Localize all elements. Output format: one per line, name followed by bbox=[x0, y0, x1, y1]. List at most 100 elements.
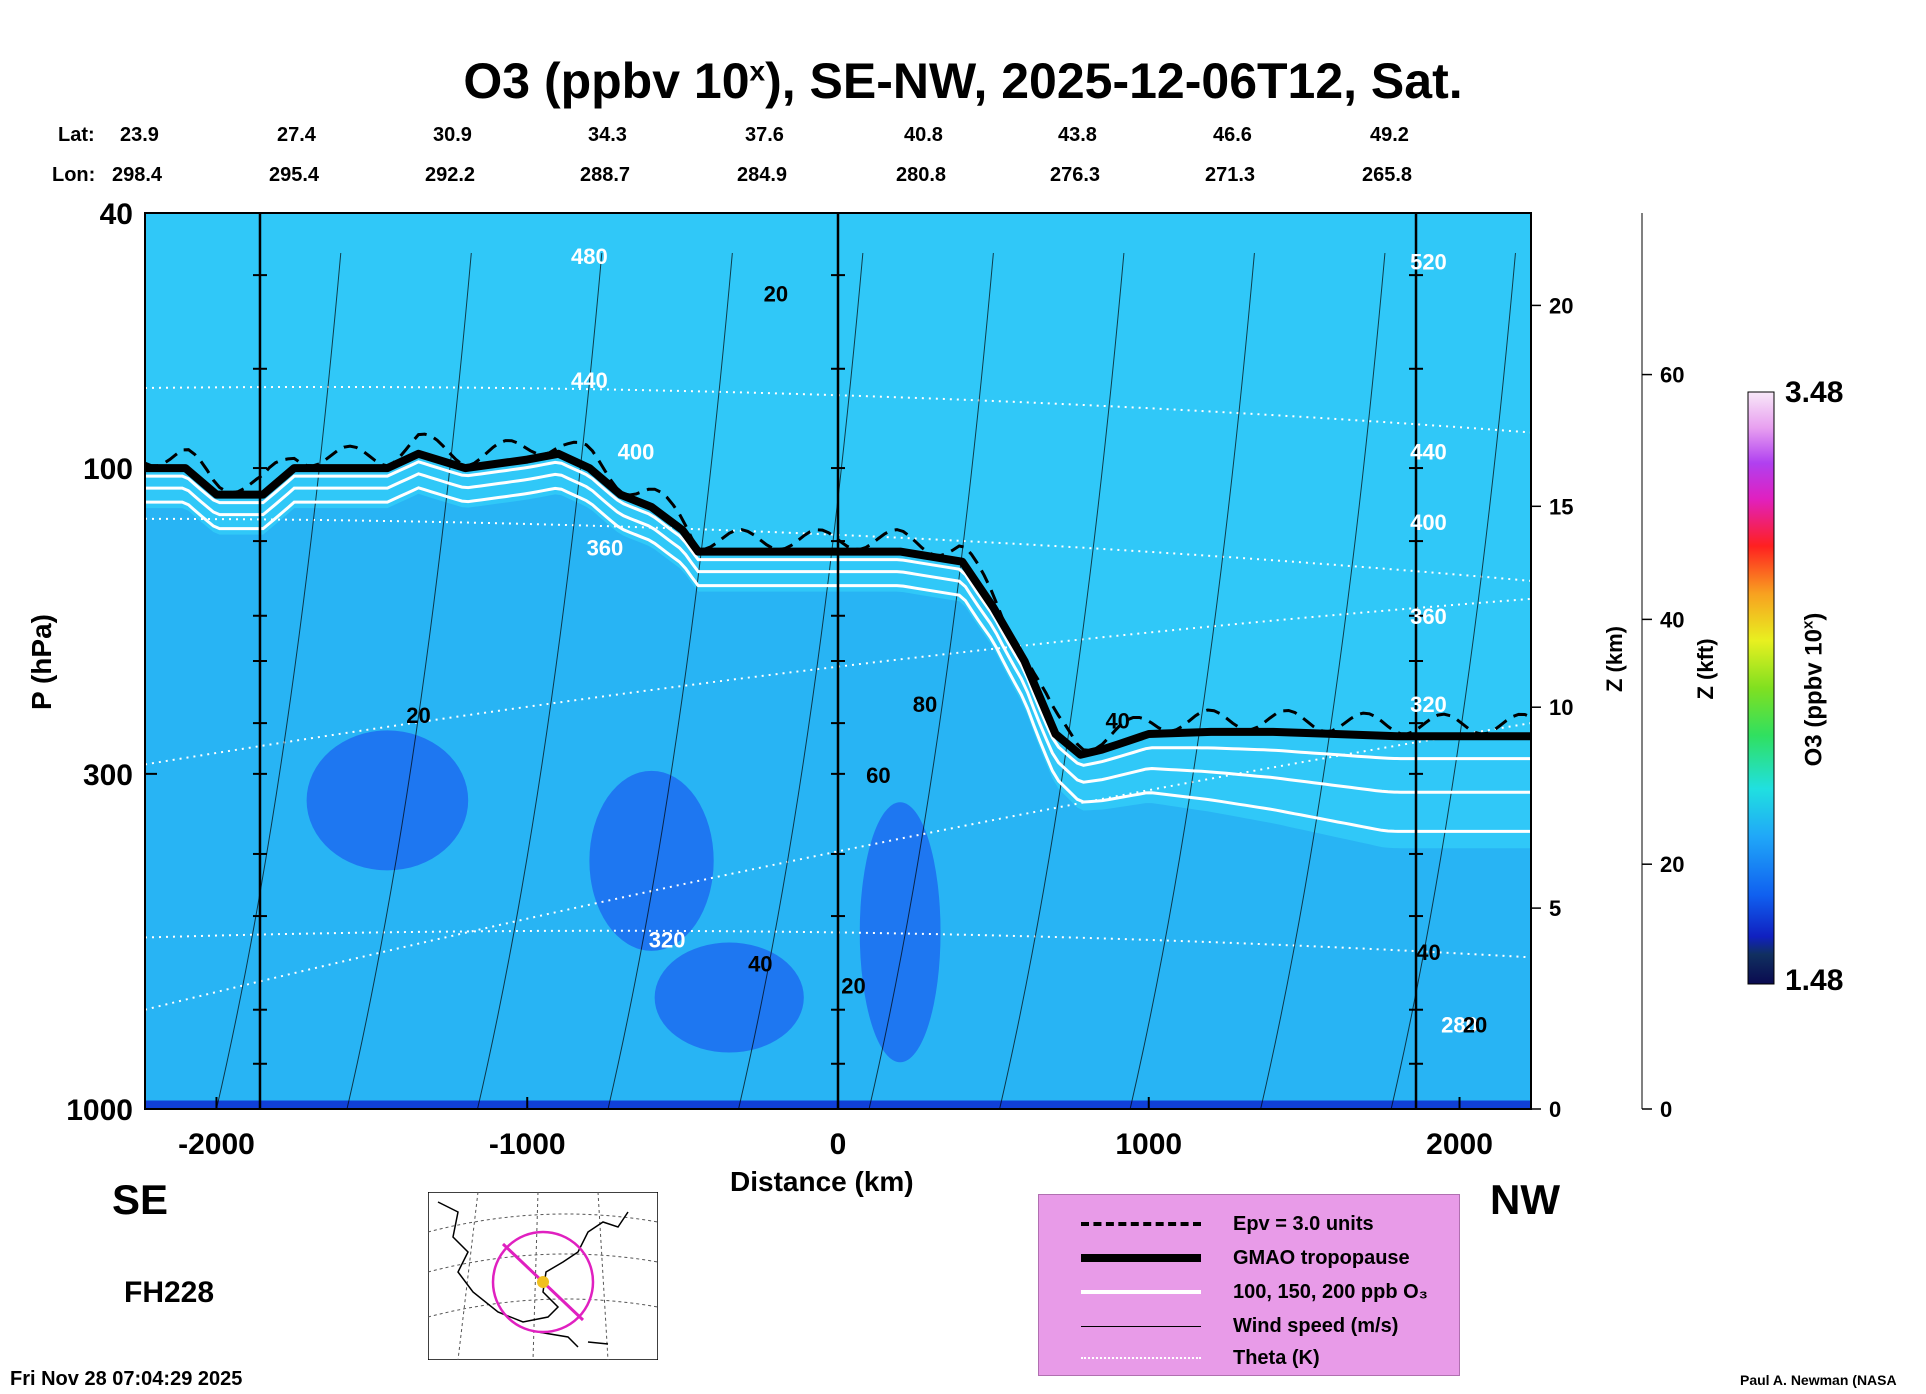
wind-label: 40 bbox=[1416, 940, 1440, 965]
lon-label: Lon: bbox=[52, 164, 96, 186]
lon-value: 271.3 bbox=[1205, 164, 1256, 186]
legend-epv-swatch bbox=[1081, 1222, 1201, 1226]
z-km-tick-label: 0 bbox=[1549, 1097, 1561, 1122]
lat-label: Lat: bbox=[58, 124, 95, 146]
lat-value: 43.8 bbox=[1058, 124, 1097, 146]
lat-value: 40.8 bbox=[904, 124, 943, 146]
wind-label: 20 bbox=[406, 703, 430, 728]
axes: -2000 -1000 0 1000 2000 40 100 300 1000 0 5 10 15 20 0… bbox=[66, 198, 1684, 1161]
x-tick-label: 1000 bbox=[1115, 1128, 1182, 1161]
lon-value: 265.8 bbox=[1362, 164, 1413, 186]
range-circle bbox=[491, 1230, 595, 1334]
theta-label: 440 bbox=[1410, 440, 1447, 465]
wind-contour bbox=[738, 252, 864, 1109]
z-km-tick-label: 15 bbox=[1549, 494, 1573, 519]
z-kft-tick-label: 40 bbox=[1660, 607, 1684, 632]
legend-tropopause-label: GMAO tropopause bbox=[1233, 1246, 1410, 1269]
wind-label: 60 bbox=[866, 763, 890, 788]
theta-label: 320 bbox=[649, 928, 686, 953]
wind-contour bbox=[1260, 252, 1386, 1109]
wind-contour bbox=[477, 252, 603, 1109]
title-rest: ), SE-NW, 2025-12-06T12, Sat. bbox=[765, 53, 1463, 109]
legend-epv-label: Epv = 3.0 units bbox=[1233, 1212, 1374, 1235]
legend-wind: Wind speed (m/s) bbox=[1081, 1311, 1398, 1341]
wind-label: 80 bbox=[913, 692, 937, 717]
theta-label: 480 bbox=[571, 244, 608, 269]
legend-theta-label: Theta (K) bbox=[1233, 1346, 1320, 1369]
wind-contour bbox=[868, 252, 994, 1109]
lon-value: 280.8 bbox=[896, 164, 947, 186]
y-tick-label: 1000 bbox=[66, 1094, 133, 1127]
ozone-low-patch bbox=[589, 770, 714, 951]
theta-label: 520 bbox=[1410, 249, 1447, 274]
ozone-low-patch bbox=[859, 802, 941, 1063]
x-tick-label: 2000 bbox=[1426, 1128, 1493, 1161]
theta-label: 360 bbox=[587, 536, 624, 561]
forecast-hour: FH228 bbox=[124, 1276, 215, 1309]
nw-label: NW bbox=[1490, 1176, 1560, 1223]
lat-value: 34.3 bbox=[588, 124, 627, 146]
coastline bbox=[437, 1201, 629, 1348]
colorbar bbox=[1747, 391, 1775, 985]
wind-label: 20 bbox=[841, 973, 865, 998]
z-km-tick-label: 10 bbox=[1549, 695, 1573, 720]
ozone-low-patch bbox=[306, 730, 469, 871]
wind-label: 40 bbox=[748, 951, 772, 976]
center-marker bbox=[537, 1276, 549, 1288]
legend-tropopause: GMAO tropopause bbox=[1081, 1243, 1410, 1273]
timestamp: Fri Nov 28 07:04:29 2025 bbox=[10, 1368, 243, 1390]
legend-ozone-swatch bbox=[1081, 1290, 1201, 1294]
y-tick-label: 300 bbox=[83, 759, 133, 792]
colorbar-max-label: 3.48 bbox=[1785, 376, 1844, 409]
se-label: SE bbox=[112, 1176, 169, 1223]
theta-label: 440 bbox=[571, 368, 608, 393]
theta-label: 400 bbox=[618, 440, 655, 465]
wind-label: 20 bbox=[764, 282, 788, 307]
lat-value: 27.4 bbox=[277, 124, 316, 146]
colorbar-title-main: O3 (ppbv 10 bbox=[1800, 628, 1828, 767]
lon-value: 288.7 bbox=[580, 164, 631, 186]
wind-contour bbox=[346, 252, 472, 1109]
wind-contour bbox=[607, 252, 733, 1109]
lat-value: 37.6 bbox=[745, 124, 784, 146]
lat-value: 30.9 bbox=[433, 124, 472, 146]
x-tick-label: 0 bbox=[830, 1128, 847, 1161]
wind-contour bbox=[1390, 252, 1516, 1109]
z-km-tick-label: 5 bbox=[1549, 896, 1561, 921]
colorbar-min-label: 1.48 bbox=[1785, 964, 1844, 997]
legend-tropopause-swatch bbox=[1081, 1254, 1201, 1262]
y-tick-label: 100 bbox=[83, 453, 133, 486]
title-main: O3 (ppbv 10 bbox=[463, 53, 750, 109]
title-sup: x bbox=[749, 55, 766, 87]
lon-value: 292.2 bbox=[425, 164, 476, 186]
lat-value: 23.9 bbox=[120, 124, 159, 146]
wind-contour bbox=[999, 252, 1125, 1109]
z-kft-tick-label: 60 bbox=[1660, 363, 1684, 388]
colorbar-title: O3 (ppbv 10x) bbox=[1800, 570, 1829, 810]
z-km-tick-label: 20 bbox=[1549, 293, 1573, 318]
wind-contour bbox=[1129, 252, 1255, 1109]
page-title: O3 (ppbv 10x), SE-NW, 2025-12-06T12, Sat… bbox=[0, 52, 1926, 110]
theta-label: 280 bbox=[1441, 1013, 1478, 1038]
colorbar-title-rest: ) bbox=[1800, 612, 1828, 621]
tropopause-line bbox=[145, 449, 1531, 759]
legend-ozone: 100, 150, 200 ppb O₃ bbox=[1081, 1277, 1428, 1307]
legend-theta-swatch bbox=[1081, 1357, 1201, 1359]
legend-ozone-label: 100, 150, 200 ppb O₃ bbox=[1233, 1280, 1428, 1303]
y-tick-label: 40 bbox=[100, 198, 133, 231]
legend-wind-swatch bbox=[1081, 1325, 1201, 1327]
theta-label: 400 bbox=[1410, 510, 1447, 535]
credit: Paul A. Newman (NASA bbox=[1740, 1372, 1897, 1388]
lon-value: 276.3 bbox=[1050, 164, 1101, 186]
wind-label: 20 bbox=[1463, 1013, 1487, 1038]
inset-map bbox=[428, 1192, 658, 1360]
theta-label: 320 bbox=[1410, 692, 1447, 717]
lon-value: 298.4 bbox=[112, 164, 163, 186]
wind-contour bbox=[215, 252, 342, 1109]
theta-label: 360 bbox=[1410, 604, 1447, 629]
lat-value: 46.6 bbox=[1213, 124, 1252, 146]
z-km-axis-title: Z (km) bbox=[1602, 626, 1627, 692]
colorbar-title-sup: x bbox=[1799, 620, 1817, 629]
